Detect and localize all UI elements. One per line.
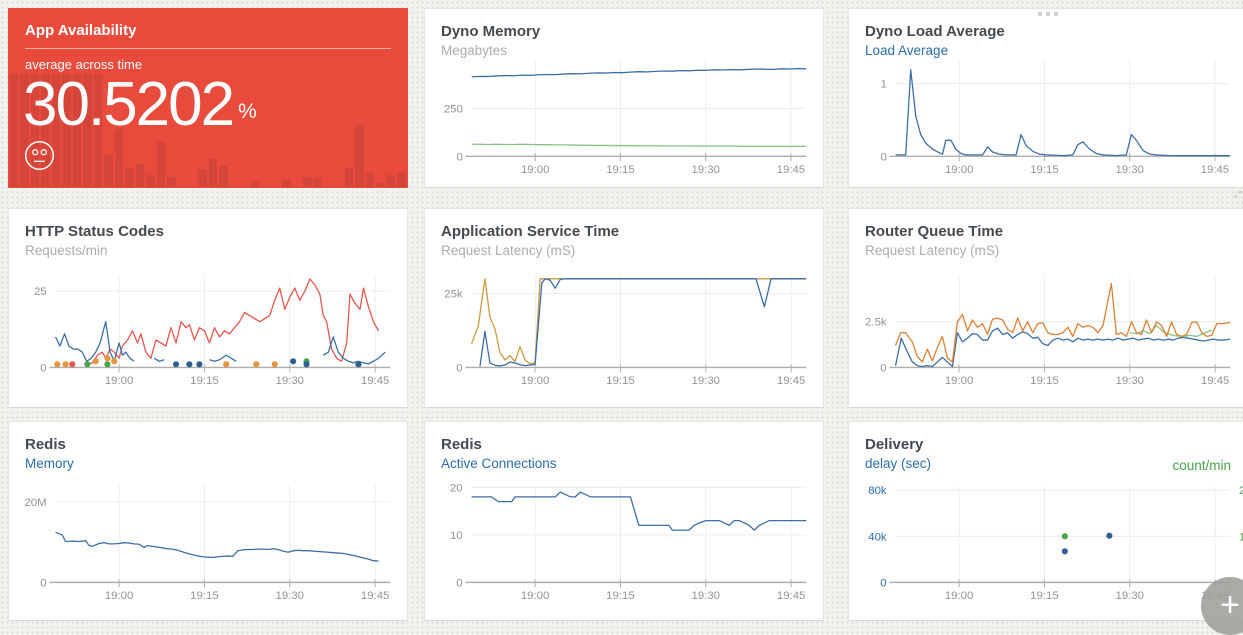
svg-text:19:30: 19:30 [1116,375,1144,387]
title-divider [25,48,391,50]
chart-title: HTTP Status Codes [25,223,164,240]
availability-value: 30.5202% [23,70,257,140]
availability-subtitle: average across time [25,57,143,73]
svg-text:19:30: 19:30 [276,375,304,387]
svg-text:19:00: 19:00 [521,164,549,176]
svg-text:19:00: 19:00 [945,375,973,387]
chart-title: Application Service Time [441,223,620,240]
availability-title: App Availability [25,22,137,39]
chart-title: Delivery [865,436,924,453]
svg-text:19:30: 19:30 [692,590,720,602]
chart-panel-delivery[interactable]: Delivery delay (sec) count/min 19:00 19:1… [848,421,1243,621]
availability-bars [10,74,406,187]
svg-text:19:45: 19:45 [777,164,805,176]
panel-menu-icon[interactable] [1038,12,1058,16]
resize-handle-icon[interactable] [1233,186,1242,204]
chart-panel-dyno-memory[interactable]: Dyno Memory Megabytes 19:00 19:15 19:30 19:… [424,8,824,188]
app-availability-panel[interactable]: App Availability average across time 30.… [8,8,408,188]
chart-subtitle-link[interactable]: Active Connections [441,456,557,472]
chart-title: Redis [441,436,482,453]
chart-subtitle-link[interactable]: Memory [25,456,74,472]
dyno-memory-chart: 19:00 19:15 19:30 19:45 0 250 [444,60,806,176]
svg-text:19:30: 19:30 [1116,590,1144,602]
svg-text:19:15: 19:15 [1030,164,1058,176]
svg-text:0: 0 [456,151,462,163]
svg-text:19:45: 19:45 [777,590,805,602]
svg-text:25k: 25k [444,289,463,301]
svg-text:19:15: 19:15 [1030,375,1058,387]
svg-text:19:15: 19:15 [606,164,634,176]
svg-text:19:15: 19:15 [190,590,218,602]
svg-text:19:30: 19:30 [276,590,304,602]
svg-text:19:00: 19:00 [105,590,133,602]
svg-text:80k: 80k [868,485,887,497]
svg-text:19:00: 19:00 [945,590,973,602]
svg-text:19:15: 19:15 [606,590,634,602]
chart-title: Router Queue Time [865,223,1004,240]
chart-right-axis-label: count/min [1172,458,1231,473]
chart-panel-redis-memory[interactable]: Redis Memory 19:00 19:15 19:30 19:45 0 20M [8,421,408,621]
router-queue-time-chart: 19:00 19:15 19:30 19:45 0 2.5k [865,274,1231,387]
chart-panel-application-service-time[interactable]: Application Service Time Request Latency… [424,208,824,408]
svg-text:19:30: 19:30 [1115,164,1143,176]
svg-text:0: 0 [40,362,46,374]
chart-subtitle: Requests/min [25,243,108,259]
percent-unit: % [238,100,257,124]
plus-icon: + [1220,585,1240,624]
svg-text:25: 25 [34,286,47,298]
http-status-codes-chart: 19:00 19:15 19:30 19:45 0 25 [34,274,391,387]
svg-text:19:15: 19:15 [190,375,218,387]
svg-text:19:45: 19:45 [361,375,389,387]
svg-text:0: 0 [456,577,462,589]
svg-text:10: 10 [450,530,463,542]
svg-text:0: 0 [456,362,462,374]
redis-memory-chart: 19:00 19:15 19:30 19:45 0 20M [24,485,391,602]
svg-text:20M: 20M [24,497,46,509]
svg-text:20: 20 [450,482,463,494]
svg-text:19:00: 19:00 [945,164,973,176]
svg-text:19:30: 19:30 [692,375,720,387]
svg-text:1: 1 [1239,531,1243,543]
svg-text:19:00: 19:00 [521,375,549,387]
chart-panel-router-queue-time[interactable]: Router Queue Time Request Latency (mS) 1… [848,208,1243,408]
chart-panel-http-status-codes[interactable]: HTTP Status Codes Requests/min 19:00 19:1… [8,208,408,408]
sad-face-icon [23,139,56,177]
svg-text:2: 2 [1239,485,1243,497]
chart-panel-redis-active-connections[interactable]: Redis Active Connections 19:00 19:15 19:30… [424,421,824,621]
chart-subtitle-link[interactable]: Load Average [865,43,949,59]
svg-text:0: 0 [880,151,886,163]
svg-text:250: 250 [444,103,463,115]
svg-text:19:45: 19:45 [361,590,389,602]
svg-text:19:15: 19:15 [1030,590,1058,602]
chart-title: Redis [25,436,66,453]
dyno-load-average-chart: 19:00 19:15 19:30 19:45 0 1 [880,60,1230,176]
redis-active-connections-chart: 19:00 19:15 19:30 19:45 0 10 20 [450,482,807,602]
svg-text:0: 0 [880,362,886,374]
svg-text:19:30: 19:30 [691,164,719,176]
svg-text:19:00: 19:00 [521,590,549,602]
chart-subtitle: Request Latency (mS) [865,243,1000,259]
chart-title: Dyno Load Average [865,23,1005,40]
chart-subtitle: Megabytes [441,43,508,59]
svg-text:0: 0 [40,577,46,589]
svg-text:0: 0 [880,577,886,589]
chart-panel-dyno-load-average[interactable]: Dyno Load Average Load Average 19:00 19:1… [848,8,1243,188]
svg-text:1: 1 [880,79,886,91]
chart-subtitle: Request Latency (mS) [441,243,576,259]
svg-text:19:45: 19:45 [1201,375,1229,387]
application-service-time-chart: 19:00 19:15 19:30 19:45 0 25k [444,274,807,387]
add-chart-button[interactable]: + [1201,577,1243,635]
svg-text:19:00: 19:00 [105,375,133,387]
svg-text:40k: 40k [868,531,887,543]
chart-title: Dyno Memory [441,23,541,40]
svg-text:2.5k: 2.5k [865,317,887,329]
chart-subtitle-link[interactable]: delay (sec) [865,456,932,472]
svg-text:19:15: 19:15 [606,375,634,387]
svg-text:19:45: 19:45 [1201,164,1229,176]
svg-text:19:45: 19:45 [777,375,805,387]
